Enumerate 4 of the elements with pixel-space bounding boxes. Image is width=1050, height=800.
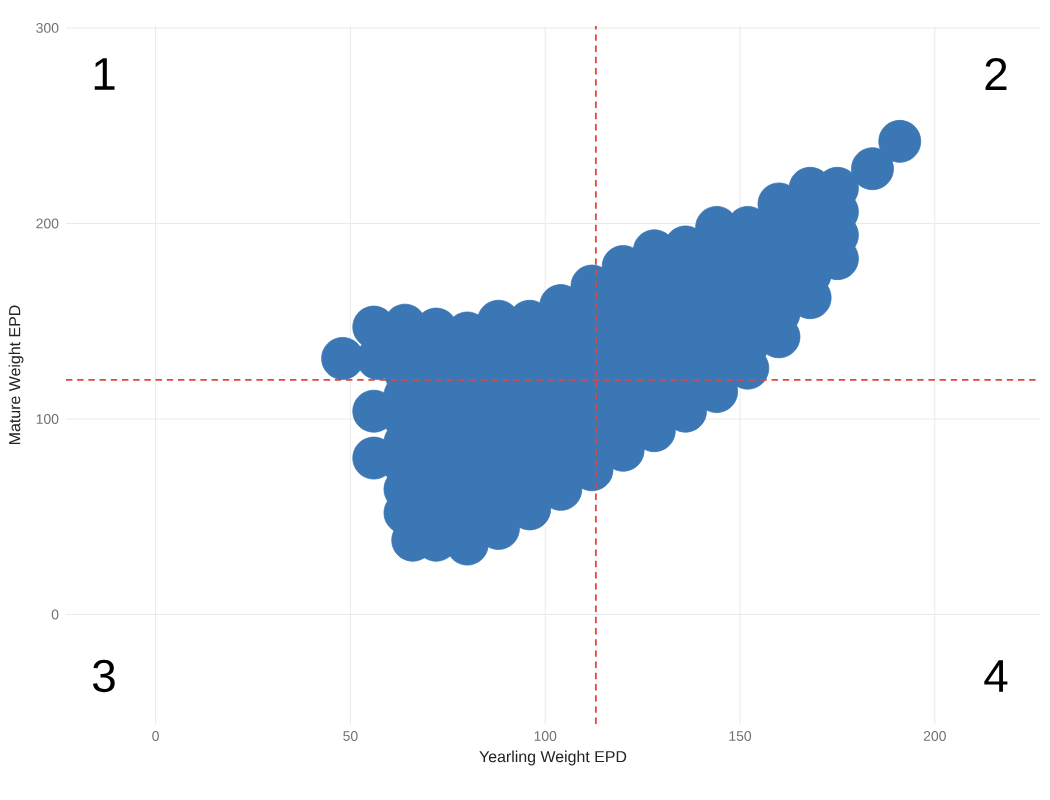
annotation: 3: [92, 659, 115, 693]
annotation: 4: [984, 660, 1008, 692]
annotation: 2: [985, 58, 1007, 91]
annotation: 1: [94, 58, 115, 90]
